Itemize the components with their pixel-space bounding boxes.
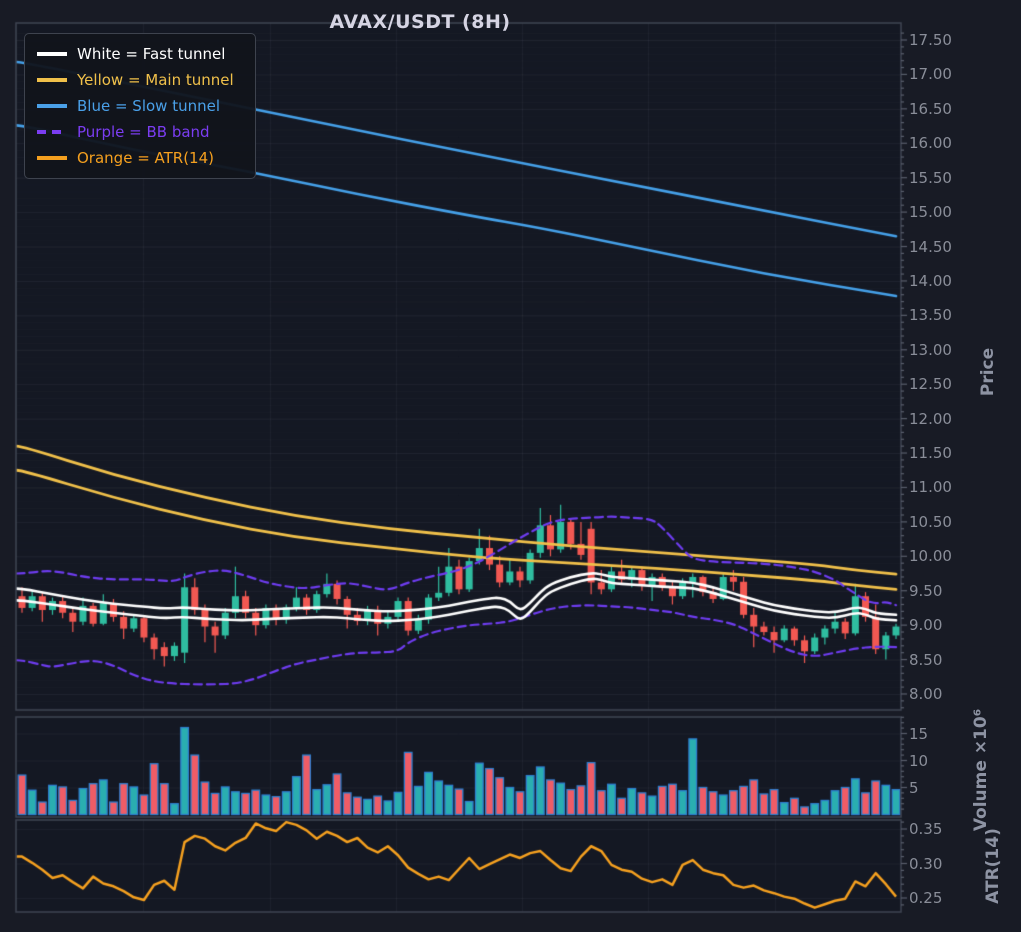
volume-tick-label: 5 xyxy=(909,778,919,797)
price-tick-label: 10.50 xyxy=(909,512,952,531)
legend-line-swatch xyxy=(37,156,67,160)
price-tick-label: 12.00 xyxy=(909,409,952,428)
legend-item-label: Orange = ATR(14) xyxy=(77,149,214,167)
price-tick-label: 17.50 xyxy=(909,31,952,49)
legend-item-label: Blue = Slow tunnel xyxy=(77,97,220,115)
price-tick-label: 16.50 xyxy=(909,99,952,118)
atr-tick-label: 0.25 xyxy=(909,889,943,907)
price-tick-label: 16.00 xyxy=(909,134,952,153)
price-tick-label: 9.00 xyxy=(909,616,943,635)
price-tick-label: 13.00 xyxy=(909,340,952,359)
price-tick-label: 11.50 xyxy=(909,444,952,463)
legend-item: White = Fast tunnel xyxy=(37,41,245,67)
chart-title: AVAX/USDT (8H) xyxy=(329,11,511,33)
price-tick-label: 11.00 xyxy=(909,478,952,497)
price-tick-label: 12.50 xyxy=(909,375,952,394)
price-tick-label: 8.50 xyxy=(909,650,943,669)
legend-item: Purple = BB band xyxy=(37,119,245,145)
atr-axis-label: ATR(14) xyxy=(983,828,1003,904)
price-tick-label: 14.00 xyxy=(909,271,952,290)
price-tick-label: 10.00 xyxy=(909,547,952,566)
atr-tick-label: 0.30 xyxy=(909,854,943,873)
legend-box: White = Fast tunnel Yellow = Main tunnel B… xyxy=(24,33,256,179)
legend-item: Orange = ATR(14) xyxy=(37,145,245,171)
volume-axis-label: Volume ×10⁶ xyxy=(971,708,991,832)
volume-tick-label: 15 xyxy=(909,724,929,743)
legend-item-label: White = Fast tunnel xyxy=(77,45,226,63)
legend-line-swatch xyxy=(37,52,67,56)
legend-item-label: Yellow = Main tunnel xyxy=(77,71,234,89)
legend-item: Yellow = Main tunnel xyxy=(37,67,245,93)
legend-item-label: Purple = BB band xyxy=(77,123,210,141)
volume-tick-label: 10 xyxy=(909,751,929,770)
legend-item: Blue = Slow tunnel xyxy=(37,93,245,119)
price-tick-label: 15.00 xyxy=(909,203,952,222)
price-tick-label: 15.50 xyxy=(909,168,952,187)
price-tick-label: 17.00 xyxy=(909,65,952,84)
legend-line-swatch xyxy=(37,130,67,134)
price-tick-label: 14.50 xyxy=(909,237,952,256)
legend-line-swatch xyxy=(37,104,67,108)
atr-tick-label: 0.35 xyxy=(909,820,943,838)
price-tick-label: 13.50 xyxy=(909,306,952,325)
price-tick-label: 9.50 xyxy=(909,581,943,600)
price-tick-label: 8.00 xyxy=(909,684,943,703)
price-axis-label: Price xyxy=(978,347,998,397)
legend-line-swatch xyxy=(37,78,67,82)
